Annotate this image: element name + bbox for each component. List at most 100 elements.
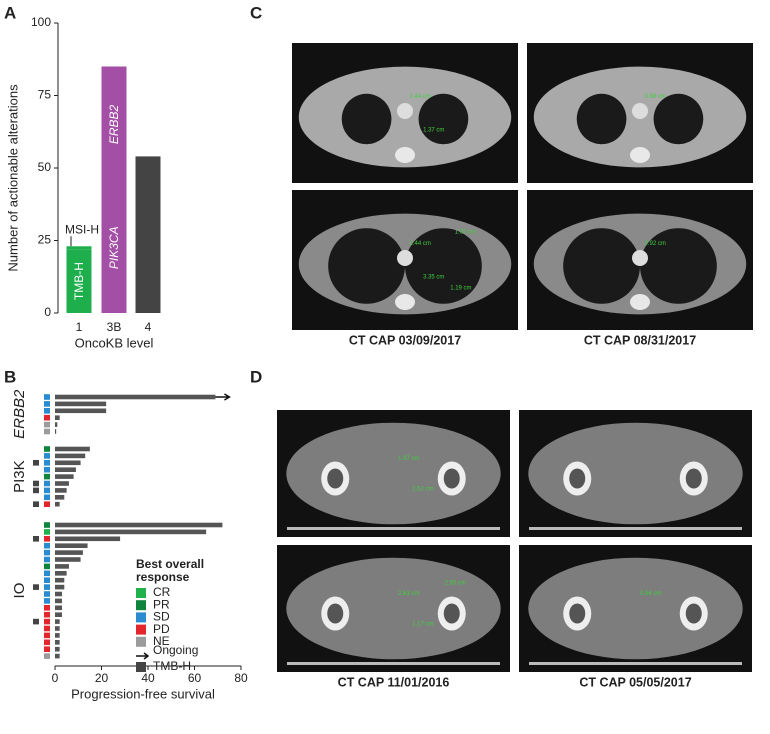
segment-label: MSI-H xyxy=(65,222,99,236)
bar-segment xyxy=(101,66,127,183)
ct-lung xyxy=(653,93,704,145)
pfs-bar xyxy=(55,626,60,631)
ct-vessel xyxy=(397,103,413,119)
y-tick-label: 0 xyxy=(44,305,51,319)
response-marker xyxy=(44,591,50,597)
pfs-bar xyxy=(55,633,60,638)
legend-swatch xyxy=(136,588,146,598)
y-axis-label: Number of actionable alterations xyxy=(5,84,20,272)
segment-label: PIK3CA xyxy=(107,226,121,269)
legend-swatch xyxy=(136,612,146,623)
response-marker xyxy=(44,639,50,646)
tmb-marker xyxy=(33,536,39,542)
pfs-bar xyxy=(55,646,60,652)
response-marker xyxy=(44,473,50,480)
measurement: 2.44 cm xyxy=(410,241,431,247)
bar-segment xyxy=(135,156,161,313)
pfs-bar xyxy=(55,612,62,617)
legend-swatch xyxy=(136,636,146,647)
group-label: PI3K xyxy=(11,460,28,493)
group-label: IO xyxy=(11,583,28,599)
response-marker xyxy=(44,494,50,501)
ct-spine xyxy=(395,294,415,310)
pfs-bar xyxy=(55,415,60,420)
measurement: 0.56 cm xyxy=(640,591,661,597)
response-marker xyxy=(44,522,50,528)
ct-vessel xyxy=(632,103,648,119)
pfs-bar xyxy=(55,467,76,472)
pfs-bar xyxy=(55,577,65,583)
ct-vessel xyxy=(397,250,413,266)
measurement: 2.55 cm xyxy=(445,581,466,587)
pfs-bar xyxy=(55,591,62,597)
pfs-bar xyxy=(55,653,60,659)
legend-label: PR xyxy=(153,597,170,611)
response-marker xyxy=(44,598,50,604)
response-marker xyxy=(44,421,50,428)
panel-label: A xyxy=(4,3,16,22)
pfs-bar xyxy=(55,543,88,548)
tmb-marker xyxy=(33,480,39,487)
measurement: 1.37 cm xyxy=(423,127,444,133)
legend-title: Best overall response xyxy=(136,557,204,584)
pfs-bar xyxy=(55,605,62,611)
ct-lung xyxy=(418,93,469,145)
ct-table xyxy=(287,527,500,530)
measurement: 1.44 cm xyxy=(410,94,431,100)
measurement: 2.52 cm xyxy=(412,486,433,492)
ct-marrow xyxy=(685,468,702,489)
response-marker xyxy=(44,414,50,421)
panel-label: D xyxy=(250,367,262,386)
image-caption: CT CAP 11/01/2016 xyxy=(338,675,450,689)
pfs-bar xyxy=(55,522,223,528)
ct-spine xyxy=(630,294,650,310)
pfs-bar xyxy=(55,481,69,486)
response-marker xyxy=(44,401,50,407)
response-marker xyxy=(44,536,50,542)
pfs-bar xyxy=(55,598,62,604)
response-marker xyxy=(44,428,50,435)
ct-body xyxy=(286,557,501,660)
response-marker xyxy=(44,577,50,583)
segment-label: ERBB2 xyxy=(107,105,121,145)
measurement: 3.35 cm xyxy=(423,274,444,280)
pfs-bar xyxy=(55,571,67,576)
pfs-bar xyxy=(55,557,81,562)
pfs-bar xyxy=(55,640,60,645)
ct-marrow xyxy=(327,603,344,624)
measurement: 0.98 cm xyxy=(645,94,666,100)
legend-swatch xyxy=(136,624,146,635)
pfs-bar xyxy=(55,529,207,535)
pfs-bar xyxy=(55,408,107,414)
image-caption: CT CAP 05/05/2017 xyxy=(579,675,691,689)
response-marker xyxy=(44,611,50,618)
panel-label: B xyxy=(4,367,16,386)
pfs-bar xyxy=(55,474,74,479)
segment-label: TMB-H xyxy=(72,262,86,300)
response-marker xyxy=(44,653,50,659)
response-marker xyxy=(44,584,50,590)
tmb-marker xyxy=(33,460,39,466)
legend-swatch xyxy=(136,662,146,672)
legend-label: SD xyxy=(153,610,170,624)
response-marker xyxy=(44,570,50,577)
response-marker xyxy=(44,556,50,563)
x-tick-label: 0 xyxy=(52,671,59,685)
ct-spine xyxy=(630,147,650,163)
legend-label: PD xyxy=(153,622,170,636)
pfs-bar xyxy=(55,619,60,624)
ct-lung xyxy=(640,228,717,304)
y-tick-label: 50 xyxy=(38,160,52,174)
ct-body xyxy=(528,557,743,660)
measurement: 1.97 cm xyxy=(398,456,419,462)
ct-marrow xyxy=(443,603,460,624)
response-marker xyxy=(44,487,50,494)
response-marker xyxy=(44,460,50,466)
ct-lung xyxy=(576,93,627,145)
measurement: 1.19 cm xyxy=(450,286,471,292)
image-caption: CT CAP 08/31/2017 xyxy=(584,333,696,347)
response-marker xyxy=(44,453,50,459)
y-tick-label: 75 xyxy=(38,88,52,102)
response-marker xyxy=(44,632,50,639)
pfs-bar xyxy=(55,394,216,400)
